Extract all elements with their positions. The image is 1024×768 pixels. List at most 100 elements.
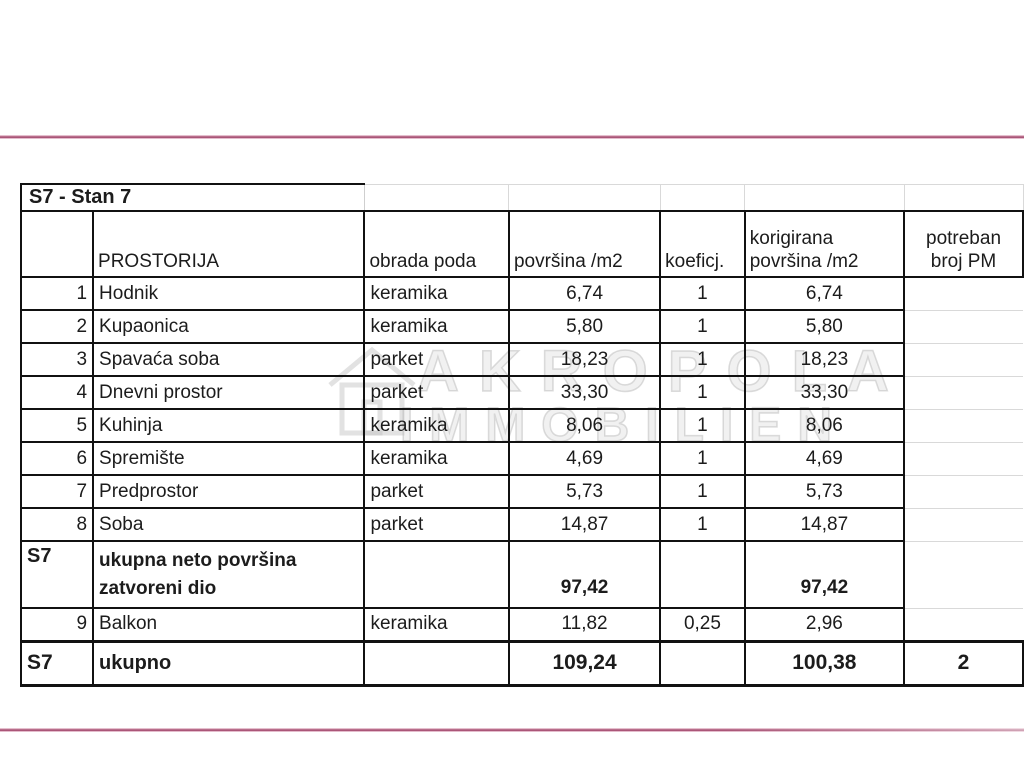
subtotal-label: ukupna neto površina zatvoreni dio (92, 540, 366, 609)
area-value: 8,06 (507, 408, 662, 443)
room-name: Spavaća soba (92, 342, 366, 377)
koef-value: 1 (659, 408, 746, 443)
table-row: 6 Spremište keramika 4,69 1 4,69 (19, 441, 1023, 476)
corrected-area-value: 18,23 (743, 342, 906, 377)
koef-value: 1 (659, 507, 746, 542)
row-number: 7 (19, 474, 95, 509)
table-row: 1 Hodnik keramika 6,74 1 6,74 (19, 276, 1023, 311)
floor-finish: keramika (363, 408, 510, 443)
title-filler-cell (363, 183, 510, 212)
corrected-area-value: 2,96 (743, 607, 906, 642)
floor-finish: parket (363, 474, 510, 509)
table-row: 4 Dnevni prostor parket 33,30 1 33,30 (19, 375, 1023, 410)
area-value: 11,82 (507, 607, 662, 642)
total-floor-empty (363, 639, 510, 687)
header-obrada-poda: obrada poda (363, 210, 510, 278)
pm-cell (903, 540, 1023, 609)
area-value: 5,80 (507, 309, 662, 344)
pm-cell (903, 507, 1023, 542)
floor-finish: keramika (363, 607, 510, 642)
corrected-area-value: 5,80 (743, 309, 906, 344)
total-corrected: 100,38 (743, 639, 906, 687)
subtotal-label-line2: zatvoreni dio (99, 577, 217, 599)
pm-cell (903, 441, 1023, 476)
room-name: Kuhinja (92, 408, 366, 443)
table-row: 2 Kupaonica keramika 5,80 1 5,80 (19, 309, 1023, 344)
pm-cell (903, 474, 1023, 509)
area-value: 5,73 (507, 474, 662, 509)
row-number: 4 (19, 375, 95, 410)
pm-cell (903, 375, 1023, 410)
table-header-row: PROSTORIJA obrada poda površina /m2 koef… (19, 210, 1024, 278)
header-koeficijent: koeficj. (659, 210, 746, 278)
room-name: Balkon (92, 607, 366, 642)
row-number: 6 (19, 441, 95, 476)
header-korigirana-line1: korigirana (749, 227, 834, 249)
row-number: 8 (19, 507, 95, 542)
pm-cell (903, 408, 1023, 443)
room-area-table: S7 - Stan 7 PROSTORIJA obrada poda površ… (19, 183, 1024, 687)
koef-value: 1 (659, 474, 746, 509)
top-red-rule (0, 135, 1024, 139)
total-koef (659, 639, 746, 687)
title-filler-cell (508, 183, 661, 212)
apartment-title: S7 - Stan 7 (19, 183, 365, 212)
koef-value: 0,25 (659, 607, 746, 642)
header-korigirana-line2: površina /m2 (749, 250, 859, 272)
table-row: 8 Soba parket 14,87 1 14,87 (19, 507, 1023, 542)
area-value: 18,23 (507, 342, 662, 377)
title-filler-cell (659, 183, 746, 212)
header-korigirana: korigirana površina /m2 (743, 210, 906, 278)
table-title-row: S7 - Stan 7 (19, 183, 1024, 212)
pm-cell (903, 309, 1023, 344)
total-label: ukupno (92, 639, 366, 687)
total-area: 109,24 (507, 639, 662, 687)
subtotal-row: S7 ukupna neto površina zatvoreni dio 97… (19, 540, 1023, 609)
row-number: 3 (19, 342, 95, 377)
room-name: Kupaonica (92, 309, 366, 344)
floor-finish: parket (363, 507, 510, 542)
bottom-red-rule (0, 728, 1024, 732)
title-filler-cell (744, 183, 905, 212)
total-row: S7 ukupno 109,24 100,38 2 (19, 639, 1024, 687)
header-pm-line1: potreban (926, 227, 1002, 249)
subtotal-corrected: 97,42 (743, 540, 906, 609)
subtotal-code: S7 (19, 540, 95, 609)
header-prostorija: PROSTORIJA (92, 210, 366, 278)
subtotal-koef (659, 540, 746, 609)
room-name: Spremište (92, 441, 366, 476)
area-value: 4,69 (507, 441, 662, 476)
koef-value: 1 (659, 375, 746, 410)
room-name: Soba (92, 507, 366, 542)
corrected-area-value: 8,06 (743, 408, 906, 443)
row-number: 1 (19, 276, 95, 311)
row-number: 2 (19, 309, 95, 344)
koef-value: 1 (659, 276, 746, 311)
koef-value: 1 (659, 342, 746, 377)
floor-finish: parket (363, 342, 510, 377)
floor-finish: keramika (363, 276, 510, 311)
area-value: 33,30 (507, 375, 662, 410)
floor-finish: keramika (363, 309, 510, 344)
pm-cell (903, 342, 1023, 377)
header-empty-cell (19, 210, 95, 278)
area-table: S7 - Stan 7 PROSTORIJA obrada poda površ… (19, 183, 1024, 687)
koef-value: 1 (659, 309, 746, 344)
floor-finish: parket (363, 375, 510, 410)
title-filler-cell (903, 183, 1024, 212)
area-value: 6,74 (507, 276, 662, 311)
corrected-area-value: 5,73 (743, 474, 906, 509)
table-row: 7 Predprostor parket 5,73 1 5,73 (19, 474, 1023, 509)
floor-finish: keramika (363, 441, 510, 476)
table-row: 3 Spavaća soba parket 18,23 1 18,23 (19, 342, 1023, 377)
header-pm-line2: broj PM (930, 250, 997, 272)
corrected-area-value: 33,30 (743, 375, 906, 410)
total-code: S7 (19, 639, 95, 687)
row-number: 5 (19, 408, 95, 443)
table-row: 9 Balkon keramika 11,82 0,25 2,96 (19, 607, 1023, 642)
room-name: Dnevni prostor (92, 375, 366, 410)
corrected-area-value: 4,69 (743, 441, 906, 476)
table-row: 5 Kuhinja keramika 8,06 1 8,06 (19, 408, 1023, 443)
corrected-area-value: 6,74 (743, 276, 906, 311)
room-name: Predprostor (92, 474, 366, 509)
